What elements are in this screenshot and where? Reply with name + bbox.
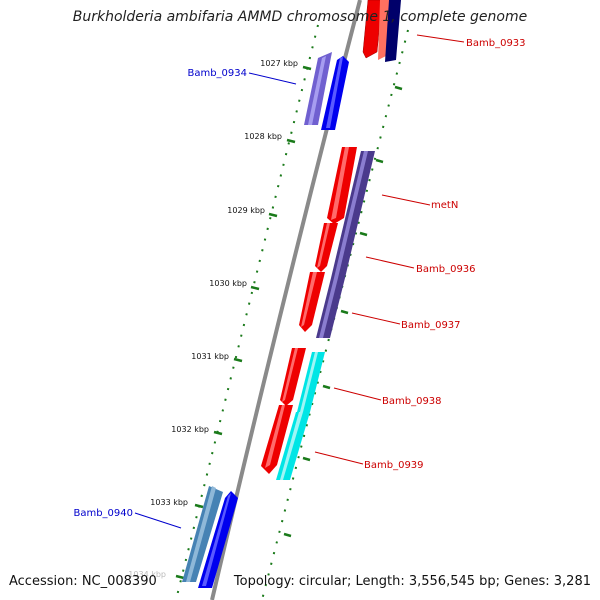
gene-bamb-0936[interactable] bbox=[315, 223, 338, 272]
gene-bamb-0934[interactable] bbox=[304, 52, 349, 130]
scale-label-1028: 1028 kbp bbox=[244, 132, 282, 141]
accession-text: Accession: NC_008390 bbox=[9, 574, 157, 589]
scale-label-1031: 1031 kbp bbox=[191, 352, 229, 361]
scale-ticks bbox=[175, 65, 403, 580]
label-bamb-0938[interactable]: Bamb_0938 bbox=[382, 396, 442, 407]
gene-metN[interactable] bbox=[327, 147, 375, 278]
leader-lines bbox=[134, 34, 465, 529]
scale-label-1034: 1034 kbp bbox=[128, 570, 166, 579]
scale-label-1027: 1027 kbp bbox=[260, 59, 298, 68]
label-bamb-0940[interactable]: Bamb_0940 bbox=[73, 508, 133, 519]
inner-dotted-ring bbox=[175, 24, 319, 600]
gene-bamb-0938[interactable] bbox=[280, 348, 325, 412]
map-title: Burkholderia ambifaria AMMD chromosome 1… bbox=[72, 9, 528, 25]
label-bamb-0933[interactable]: Bamb_0933 bbox=[466, 38, 526, 49]
label-bamb-0937[interactable]: Bamb_0937 bbox=[401, 320, 461, 331]
scale-label-1030: 1030 kbp bbox=[209, 279, 247, 288]
label-bamb-0939[interactable]: Bamb_0939 bbox=[364, 460, 424, 471]
topology-text: Topology: circular; Length: 3,556,545 bp… bbox=[233, 574, 591, 589]
gene-bamb-0933[interactable] bbox=[362, 0, 401, 62]
label-bamb-0936[interactable]: Bamb_0936 bbox=[416, 264, 476, 275]
label-bamb-0934[interactable]: Bamb_0934 bbox=[187, 68, 247, 79]
gene-bamb-0939[interactable] bbox=[261, 405, 310, 480]
scale-label-1029: 1029 kbp bbox=[227, 206, 265, 215]
scale-label-1032: 1032 kbp bbox=[171, 425, 209, 434]
label-metN[interactable]: metN bbox=[431, 200, 458, 211]
gene-bamb-0937[interactable] bbox=[299, 272, 345, 338]
scale-label-1033: 1033 kbp bbox=[150, 498, 188, 507]
gene-bamb-0940[interactable] bbox=[182, 486, 238, 588]
